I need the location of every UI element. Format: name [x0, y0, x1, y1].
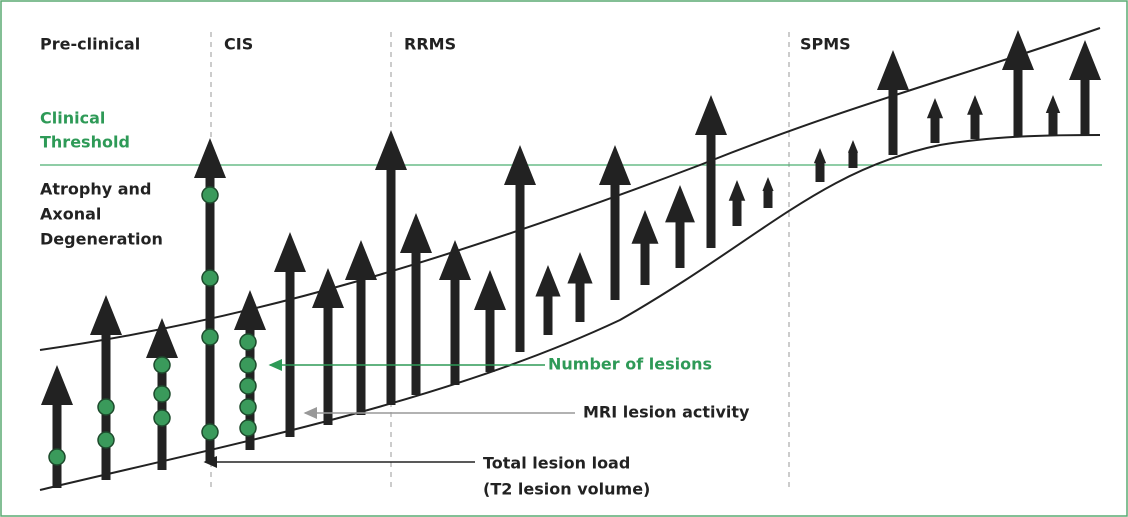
arrow-head [1069, 40, 1101, 80]
lower-curve [39, 134, 1101, 491]
arrow-head [762, 177, 774, 191]
arrow-head [274, 232, 306, 272]
lesion-dot [201, 328, 219, 346]
load-label: (T2 lesion volume) [483, 480, 650, 499]
atrophy-label: Axonal [40, 205, 101, 224]
arrow-shaft [450, 278, 460, 385]
arrow-shaft [1048, 111, 1058, 135]
arrow-shaft [675, 220, 685, 268]
arrow-head [194, 138, 226, 178]
upper-curve [39, 27, 1101, 351]
arrow-shaft [732, 198, 742, 226]
lesion-dot [153, 385, 171, 403]
lesion-dot [239, 419, 257, 437]
arrow-shaft [763, 188, 773, 208]
lesion-dot [48, 448, 66, 466]
arrow-shaft [285, 270, 295, 437]
lesion-dot [239, 333, 257, 351]
stage-label: SPMS [800, 35, 851, 54]
arrow-shaft [930, 116, 940, 143]
arrow-head [567, 252, 593, 284]
arrow-head [400, 213, 432, 253]
lesion-dot [201, 186, 219, 204]
arrow-head [847, 140, 859, 153]
arrow-shaft [848, 150, 858, 168]
stage-label: RRMS [404, 35, 456, 54]
arrow-head [234, 290, 266, 330]
arrow-shaft [970, 112, 980, 139]
stage-label: Pre-clinical [40, 35, 140, 54]
arrow-head [345, 240, 377, 280]
arrow-shaft [515, 183, 525, 352]
arrow-shaft [1013, 68, 1023, 136]
arrow-head [967, 95, 983, 115]
lesion-dot [201, 423, 219, 441]
arrow-head [877, 50, 909, 90]
lesion-dot [97, 398, 115, 416]
lesion-dot [239, 398, 257, 416]
arrow-shaft [575, 281, 585, 322]
arrow-head [146, 318, 178, 358]
arrow-shaft [543, 294, 553, 335]
arrow-head [1045, 95, 1061, 113]
stage-label: CIS [224, 35, 253, 54]
lesion-dot [153, 409, 171, 427]
arrow-shaft [205, 176, 215, 462]
arrow-head [375, 130, 407, 170]
arrow-head [535, 265, 561, 297]
lesion-dot [239, 356, 257, 374]
arrow-head [1002, 30, 1034, 70]
arrow-head [813, 148, 827, 164]
threshold-label: Threshold [40, 133, 130, 152]
lesion-dot [201, 269, 219, 287]
arrow-shaft [706, 133, 716, 248]
arrow-head [926, 98, 944, 119]
arrow-shaft [386, 168, 396, 405]
arrow-head [504, 145, 536, 185]
lesions-label: Number of lesions [548, 355, 712, 374]
lesion-arrows [41, 30, 1101, 488]
lesion-dot [153, 356, 171, 374]
arrow-head [41, 365, 73, 405]
lesion-dots [48, 186, 257, 466]
load-label: Total lesion load [483, 454, 630, 473]
mri-label: MRI lesion activity [583, 403, 750, 422]
arrow-shaft [640, 241, 650, 285]
lesion-dot [97, 431, 115, 449]
arrow-head [90, 295, 122, 335]
lesion-dot [239, 377, 257, 395]
arrow-head [631, 210, 659, 244]
arrow-head [695, 95, 727, 135]
arrow-head [474, 270, 506, 310]
arrow-shaft [888, 88, 898, 155]
arrow-head [728, 180, 746, 201]
atrophy-label: Atrophy and [40, 180, 151, 199]
arrow-head [312, 268, 344, 308]
arrow-shaft [815, 161, 825, 182]
atrophy-label: Degeneration [40, 230, 163, 249]
arrow-shaft [610, 183, 620, 300]
arrow-shaft [411, 251, 421, 395]
arrow-shaft [1080, 78, 1090, 135]
arrow-head [599, 145, 631, 185]
arrow-head [665, 185, 695, 223]
arrow-shaft [356, 278, 366, 415]
arrow-shaft [485, 308, 495, 372]
threshold-label: Clinical [40, 109, 105, 128]
arrow-head [439, 240, 471, 280]
arrow-shaft [52, 403, 62, 488]
